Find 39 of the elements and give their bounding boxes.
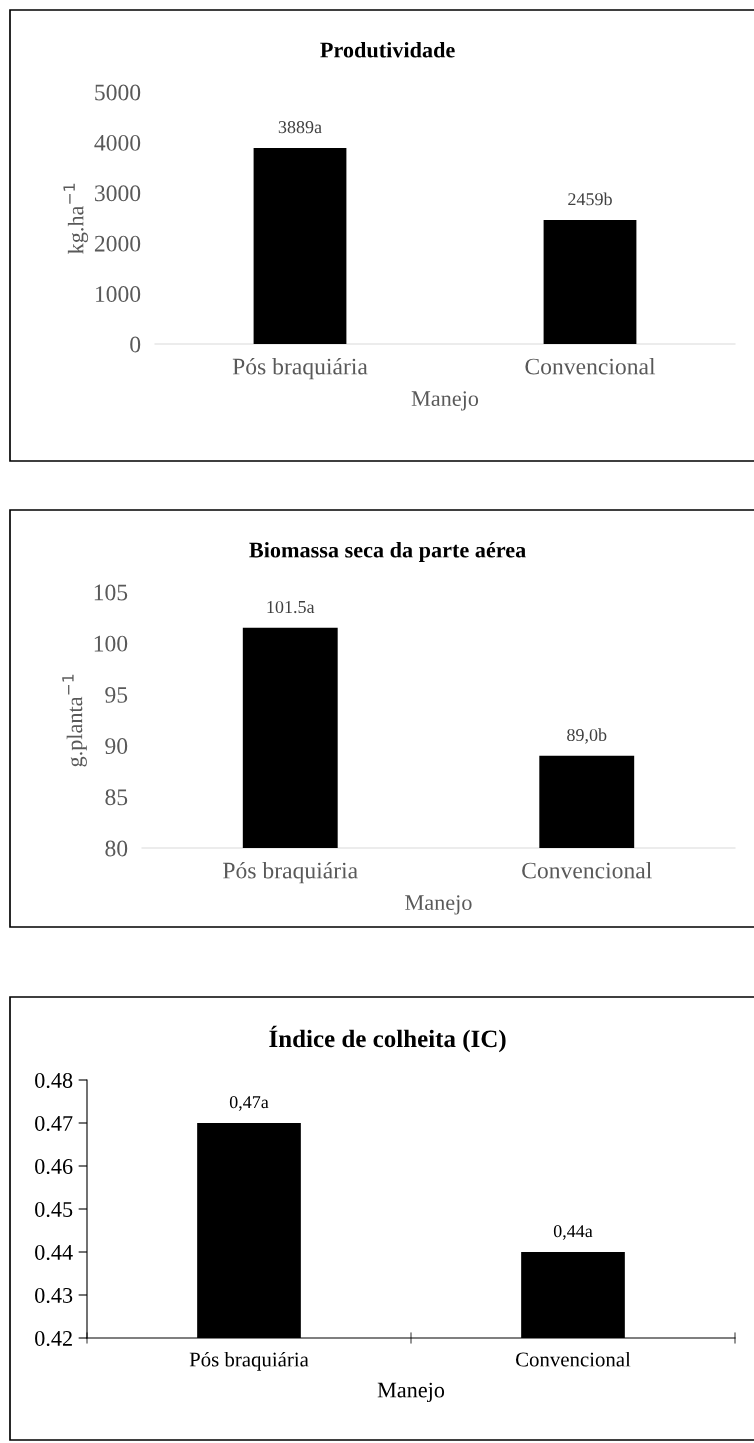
y-tick-label: 1000 xyxy=(95,286,141,303)
x-tick-label: Pós braquiária xyxy=(232,357,368,380)
y-tick-label: 0 xyxy=(130,336,141,353)
chart-title: Produtividade xyxy=(320,41,455,58)
x-tick-label: Convencional xyxy=(525,357,656,375)
y-tick-label: 0.45 xyxy=(35,1201,73,1218)
data-label: 0,44a xyxy=(553,1225,593,1240)
chart-title: Biomassa seca da parte aérea xyxy=(249,541,526,563)
y-tick-label: 0.42 xyxy=(35,1330,72,1347)
y-tick-label: 0.47 xyxy=(35,1115,73,1132)
data-label: 2459b xyxy=(568,192,612,206)
x-axis-title: Manejo xyxy=(377,1382,445,1403)
y-tick-label: 105 xyxy=(94,584,128,601)
x-axis-title: Manejo xyxy=(411,391,479,411)
x-tick-label: Pós braquiária xyxy=(223,861,358,884)
data-label: 89,0b xyxy=(567,728,607,744)
y-tick-label: 90 xyxy=(105,738,128,755)
y-axis-title: g.planta$^{−1}$ xyxy=(62,674,87,767)
y-tick-label: 2000 xyxy=(94,235,141,252)
x-tick-label: Convencional xyxy=(522,861,652,879)
x-axis-title: Manejo xyxy=(405,895,472,915)
x-tick-label: Pós braquiária xyxy=(189,1351,309,1371)
y-tick-label: 0.43 xyxy=(35,1287,73,1304)
y-tick-label: 95 xyxy=(105,686,128,703)
data-label: 0,47a xyxy=(229,1096,269,1111)
y-tick-label: 4000 xyxy=(94,134,141,151)
y-tick-label: 80 xyxy=(105,840,128,857)
y-tick-label: 5000 xyxy=(95,84,141,101)
y-tick-label: 3000 xyxy=(95,185,141,202)
y-tick-label: 0.44 xyxy=(35,1244,73,1261)
x-tick-label: Convencional xyxy=(516,1351,631,1367)
y-tick-label: 100 xyxy=(94,635,128,652)
y-axis-title: kg.ha$^{−1}$ xyxy=(63,183,89,254)
data-label: 101.5a xyxy=(267,600,315,614)
chart-title: Índice de colheita (IC) xyxy=(269,1025,506,1053)
y-tick-label: 0.46 xyxy=(35,1158,73,1175)
y-tick-label: 85 xyxy=(105,789,128,806)
data-label: 3889a xyxy=(278,121,322,134)
y-tick-label: 0.48 xyxy=(35,1072,73,1089)
